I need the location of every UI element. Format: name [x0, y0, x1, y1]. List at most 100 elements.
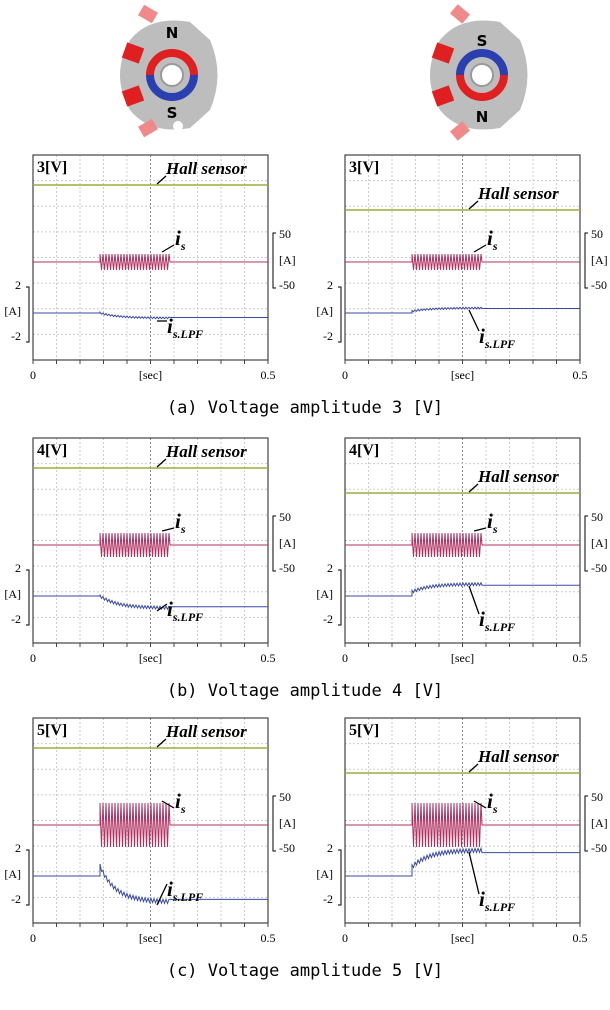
left-axis	[26, 849, 30, 906]
right-axis-label: [A]	[279, 536, 296, 550]
arrow	[468, 200, 479, 210]
caption: (a) Voltage amplitude 3 [V]	[167, 398, 443, 418]
waveform-label: is.LPF	[479, 607, 515, 634]
hall-label: Hall sensor	[477, 467, 559, 486]
waveform-label: is	[175, 789, 186, 816]
x-axis-label: 0	[30, 651, 36, 665]
left-axis-label: -2	[11, 329, 21, 343]
arrow	[161, 800, 175, 809]
arrow	[473, 527, 487, 532]
x-axis-label: 0.5	[573, 931, 588, 945]
arrow	[468, 851, 480, 895]
left-axis-label: [A]	[316, 587, 333, 601]
x-axis-label: [sec]	[451, 368, 474, 382]
label-sub: s.LPF	[172, 327, 203, 341]
caption: (b) Voltage amplitude 4 [V]	[167, 681, 443, 701]
label-sub: s	[492, 522, 498, 536]
right-axis	[584, 795, 588, 852]
label-main: i	[167, 314, 173, 338]
label-main: i	[479, 887, 485, 911]
motor-label: S	[167, 104, 178, 122]
label-sub: s.LPF	[484, 620, 515, 634]
waveform-label: is.LPF	[167, 597, 203, 624]
voltage-label: 5[V]	[349, 722, 379, 739]
arrow	[161, 244, 175, 253]
x-axis-label: 0	[342, 651, 348, 665]
current-signal	[33, 802, 268, 848]
label-sub: s	[492, 802, 498, 816]
arrow	[156, 883, 168, 906]
arrow	[468, 309, 480, 332]
label-sub: s	[180, 522, 186, 536]
x-axis-label: 0	[342, 368, 348, 382]
left-axis-label: [A]	[316, 304, 333, 318]
label-main: i	[487, 509, 493, 533]
voltage-label: 5[V]	[37, 722, 67, 739]
right-axis-label: [A]	[591, 536, 608, 550]
left-axis-label: [A]	[316, 867, 333, 881]
left-axis-label: [A]	[4, 304, 21, 318]
label-sub: s.LPF	[172, 890, 203, 904]
current-signal	[33, 253, 268, 271]
label-main: i	[167, 597, 173, 621]
voltage-label: 4[V]	[349, 442, 379, 459]
waveform-label: is.LPF	[479, 887, 515, 914]
panel: 4[V]Hall sensorisis.LPF50[A]-502[A]-20[s…	[316, 437, 608, 665]
label-sub: s.LPF	[172, 610, 203, 624]
x-axis-label: [sec]	[139, 931, 162, 945]
voltage-label: 3[V]	[349, 159, 379, 176]
arrow	[473, 244, 487, 253]
x-axis-label: 0.5	[261, 651, 276, 665]
right-axis-label: -50	[279, 278, 295, 292]
right-axis-label: -50	[279, 841, 295, 855]
left-axis-label: 2	[15, 841, 21, 855]
left-axis-label: -2	[11, 892, 21, 906]
panel: 5[V]Hall sensorisis.LPF50[A]-502[A]-20[s…	[4, 717, 296, 945]
right-axis-label: [A]	[591, 816, 608, 830]
current-signal	[345, 253, 580, 271]
left-axis	[338, 569, 342, 626]
right-axis-label: 50	[279, 790, 291, 804]
motor-left: N S	[120, 4, 218, 138]
label-main: i	[175, 509, 181, 533]
x-axis-label: 0.5	[261, 368, 276, 382]
hall-label: Hall sensor	[165, 159, 247, 178]
motor-label: S	[477, 32, 488, 50]
left-axis	[338, 849, 342, 906]
arrow	[473, 800, 487, 809]
waveform-label: is	[175, 509, 186, 536]
label-main: i	[167, 877, 173, 901]
left-axis	[26, 286, 30, 343]
right-axis	[272, 795, 276, 852]
right-axis-label: -50	[279, 561, 295, 575]
right-axis-label: 50	[279, 510, 291, 524]
left-axis	[338, 286, 342, 343]
hall-label: Hall sensor	[477, 184, 559, 203]
left-axis-label: -2	[323, 612, 333, 626]
filtered-current-signal	[345, 306, 580, 314]
right-axis-label: [A]	[279, 816, 296, 830]
arrow	[161, 527, 175, 532]
x-axis-label: 0	[30, 931, 36, 945]
left-axis-label: -2	[11, 612, 21, 626]
arrow	[468, 763, 479, 773]
hall-label: Hall sensor	[165, 442, 247, 461]
label-main: i	[487, 789, 493, 813]
waveform-label: is.LPF	[479, 324, 515, 351]
arrow	[468, 483, 479, 493]
x-axis-label: 0	[342, 931, 348, 945]
filtered-current-signal	[345, 846, 580, 877]
right-axis-label: 50	[279, 227, 291, 241]
left-axis	[26, 569, 30, 626]
filtered-current-signal	[33, 594, 268, 611]
arrow	[156, 738, 167, 748]
waveform-label: is.LPF	[167, 314, 203, 341]
right-axis	[272, 232, 276, 289]
hall-label: Hall sensor	[165, 722, 247, 741]
right-axis-label: [A]	[591, 253, 608, 267]
left-axis-label: -2	[323, 892, 333, 906]
current-signal	[33, 532, 268, 558]
arrow	[156, 603, 168, 612]
label-sub: s.LPF	[484, 900, 515, 914]
label-sub: s	[180, 239, 186, 253]
